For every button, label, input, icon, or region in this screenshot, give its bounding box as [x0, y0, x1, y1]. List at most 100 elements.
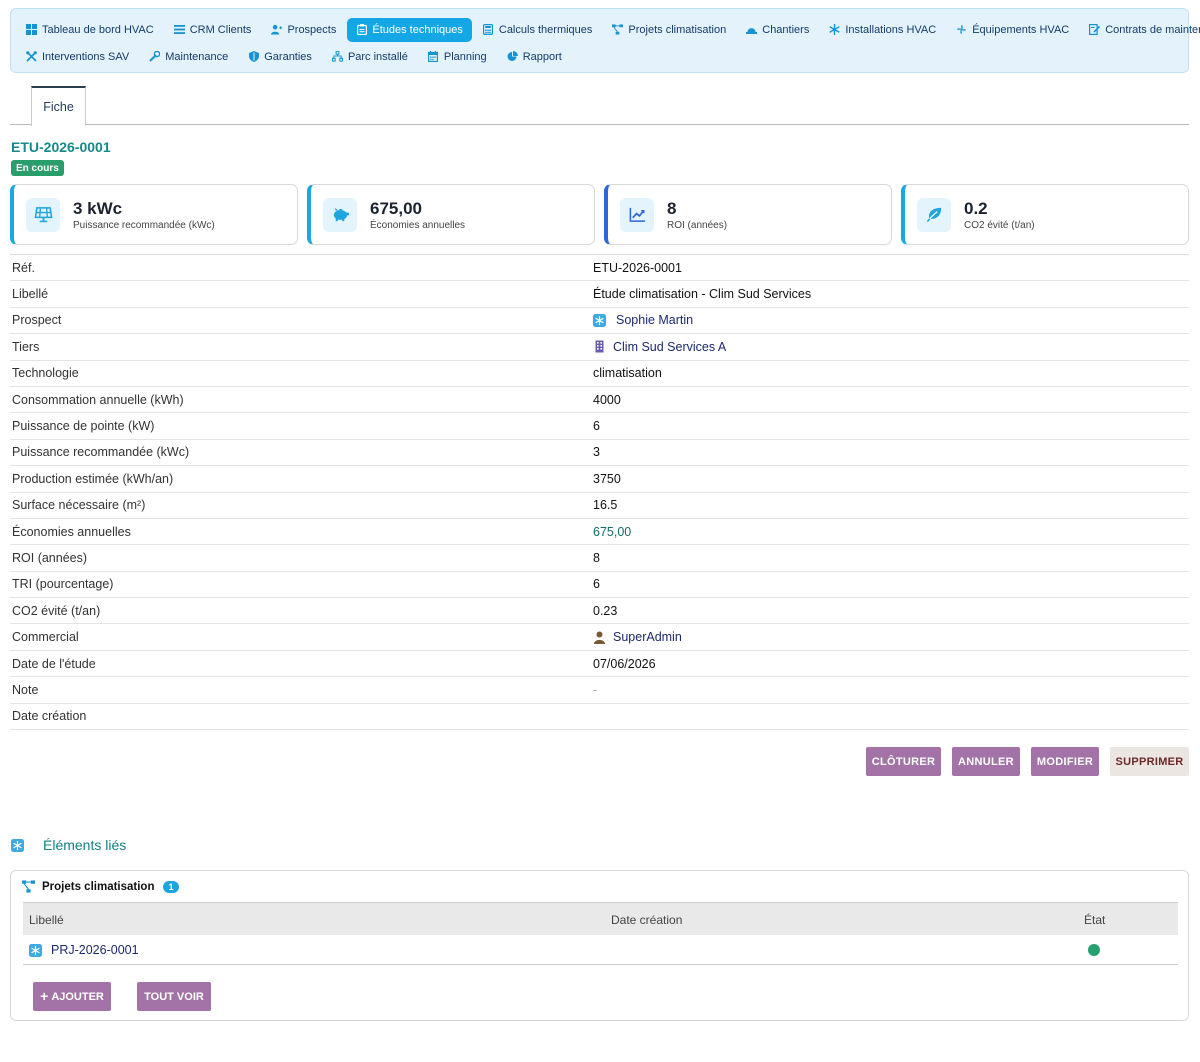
nav-label: Parc installé [347, 50, 408, 63]
kpi-value: 8 [667, 198, 677, 218]
panel-title: Projets climatisation 1 [22, 880, 179, 893]
leaf-icon [917, 197, 951, 232]
field-value: 675,00 [593, 524, 632, 539]
field-label: Technologie [12, 366, 79, 381]
kpi-cards: 3 kWc Puissance recommandée (kWc) 675,00… [10, 184, 1189, 245]
field-label: ROI (années) [12, 550, 88, 565]
commercial-link[interactable]: SuperAdmin [593, 630, 682, 644]
project-diagram-icon [612, 24, 624, 35]
field-tiers: Tiers Clim Sud Services A [10, 334, 1189, 361]
column-header-libelle[interactable]: Libellé [29, 913, 64, 927]
nav-item-equipements-hvac[interactable]: Équipements HVAC [947, 18, 1078, 42]
field-prospect: Prospect Sophie Martin [10, 308, 1189, 335]
page-title: ETU-2026-0001 [11, 139, 111, 155]
nav-item-chantiers[interactable]: Chantiers [737, 18, 818, 42]
close-button[interactable]: CLÔTURER [866, 747, 941, 776]
table-row: PRJ-2026-0001 [23, 935, 1178, 965]
field-value: 4000 [593, 392, 621, 407]
field-value: - [593, 682, 598, 697]
fan-icon [956, 24, 967, 35]
kpi-label: Économies annuelles [370, 219, 466, 231]
top-navigation: Tableau de bord HVAC CRM Clients Prospec… [10, 8, 1200, 73]
solar-panel-icon [26, 197, 60, 232]
kpi-label: CO2 évité (t/an) [964, 219, 1035, 231]
kpi-value: 3 kWc [73, 198, 123, 218]
tiers-link[interactable]: Clim Sud Services A [593, 340, 726, 354]
status-ok-dot [1088, 944, 1100, 956]
contract-icon [1089, 24, 1101, 35]
tab-bar: Fiche [10, 84, 1189, 126]
snowflake-badge-icon [11, 838, 24, 852]
tiers-name: Clim Sud Services A [613, 339, 727, 354]
hardhat-icon [746, 24, 758, 35]
commercial-name: SuperAdmin [613, 630, 682, 645]
field-label: Libellé [12, 287, 49, 302]
field-label: Économies annuelles [12, 524, 131, 539]
nav-item-rapport[interactable]: Rapport [498, 45, 571, 69]
field-puissance-pointe: Puissance de pointe (kW) 6 [10, 413, 1189, 440]
nav-label: Calculs thermiques [498, 23, 593, 36]
nav-label: CRM Clients [189, 23, 252, 36]
nav-item-installations-hvac[interactable]: Installations HVAC [820, 18, 945, 42]
kpi-card-puissance: 3 kWc Puissance recommandée (kWc) [10, 184, 298, 245]
shield-icon [248, 51, 259, 62]
nav-item-planning[interactable]: Planning [419, 45, 496, 69]
nav-label: Planning [443, 50, 487, 63]
project-link[interactable]: PRJ-2026-0001 [29, 943, 139, 957]
dashboard-icon [26, 24, 37, 35]
field-co2: CO2 évité (t/an) 0.23 [10, 598, 1189, 625]
field-value: 6 [593, 419, 600, 434]
nav-item-garanties[interactable]: Garanties [239, 45, 321, 69]
nav-item-dashboard[interactable]: Tableau de bord HVAC [17, 18, 163, 42]
nav-label: Équipements HVAC [972, 23, 1070, 36]
nav-row-2: Interventions SAV Maintenance Garanties … [17, 43, 1182, 70]
nav-item-projets-climatisation[interactable]: Projets climatisation [603, 18, 735, 42]
see-all-button[interactable]: TOUT VOIR [137, 982, 211, 1011]
field-surface: Surface nécessaire (m²) 16.5 [10, 493, 1189, 519]
field-value: 3750 [593, 471, 621, 486]
kpi-value: 0.2 [964, 198, 988, 218]
pie-chart-icon [507, 51, 518, 62]
add-button[interactable]: + AJOUTER [33, 982, 111, 1011]
field-puissance-recommandee: Puissance recommandée (kWc) 3 [10, 440, 1189, 467]
field-production: Production estimée (kWh/an) 3750 [10, 466, 1189, 493]
clipboard-icon [356, 24, 367, 35]
kpi-label: Puissance recommandée (kWc) [73, 219, 215, 231]
nav-label: Prospects [287, 23, 337, 36]
nav-label: Maintenance [165, 50, 229, 63]
edit-button[interactable]: MODIFIER [1031, 747, 1099, 776]
user-plus-icon [271, 24, 283, 35]
nav-item-parc-installe[interactable]: Parc installé [323, 45, 417, 69]
nav-item-crm-clients[interactable]: CRM Clients [165, 18, 261, 42]
linked-elements-header: Éléments liés [11, 837, 126, 853]
prospect-link[interactable]: Sophie Martin [593, 313, 693, 327]
field-label: Tiers [12, 339, 40, 354]
count-badge: 1 [163, 880, 179, 893]
nav-item-prospects[interactable]: Prospects [262, 18, 345, 42]
chart-line-icon [620, 197, 654, 232]
field-label: Production estimée (kWh/an) [12, 471, 174, 486]
nav-label: Chantiers [762, 23, 810, 36]
snowflake-badge-icon [593, 313, 606, 327]
nav-item-etudes-techniques[interactable]: Études techniques [347, 17, 472, 42]
delete-button[interactable]: SUPPRIMER [1110, 747, 1189, 776]
field-value: 3 [593, 445, 600, 460]
nav-item-interventions-sav[interactable]: Interventions SAV [17, 45, 138, 69]
nav-item-contrats-maintenance[interactable]: Contrats de maintenance [1080, 18, 1200, 42]
column-header-date[interactable]: Date création [611, 913, 683, 927]
field-label: Consommation annuelle (kWh) [12, 392, 184, 407]
calculator-icon [483, 24, 494, 35]
column-header-etat[interactable]: État [1084, 913, 1106, 927]
field-value: Étude climatisation - Clim Sud Services [593, 287, 812, 302]
linked-projects-panel: Projets climatisation 1 Libellé Date cré… [10, 870, 1189, 1021]
tab-fiche[interactable]: Fiche [31, 86, 86, 126]
nav-item-maintenance[interactable]: Maintenance [140, 45, 237, 69]
panel-title-text: Projets climatisation [42, 880, 155, 893]
field-consommation: Consommation annuelle (kWh) 4000 [10, 387, 1189, 414]
field-label: TRI (pourcentage) [12, 577, 114, 592]
plus-icon: + [40, 988, 49, 1004]
field-date-creation: Date création [10, 704, 1189, 731]
nav-item-calculs-thermiques[interactable]: Calculs thermiques [474, 18, 602, 42]
cancel-button[interactable]: ANNULER [952, 747, 1020, 776]
calendar-icon [428, 51, 439, 62]
